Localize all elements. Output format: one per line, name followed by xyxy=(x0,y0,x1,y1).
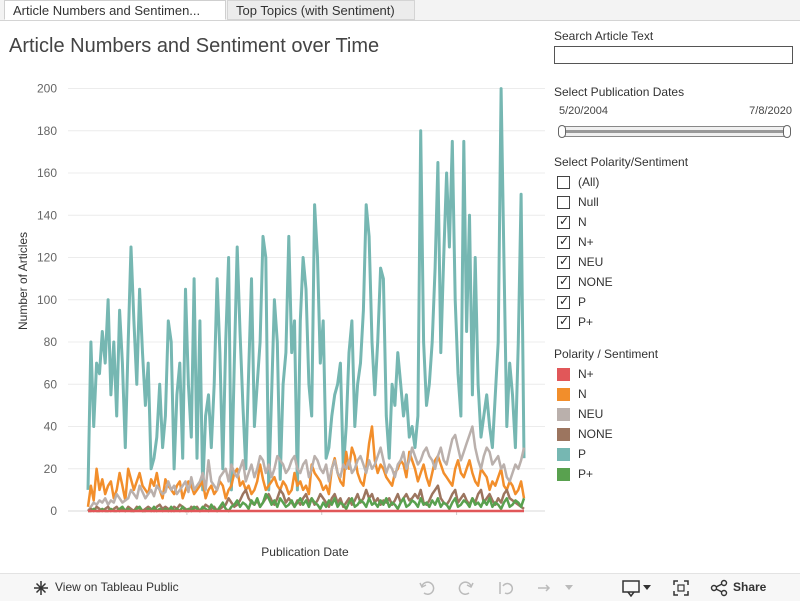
legend-swatch xyxy=(557,407,570,421)
checkbox[interactable] xyxy=(557,254,570,269)
polarity-option-n[interactable]: N+ xyxy=(557,233,594,251)
x-axis-title: Publication Date xyxy=(261,545,349,559)
legend-swatch xyxy=(557,387,570,401)
checkbox-label: N xyxy=(578,215,587,229)
y-axis-title: Number of Articles xyxy=(16,231,30,330)
download-chevron-icon[interactable] xyxy=(642,584,652,592)
search-input[interactable] xyxy=(554,46,793,64)
y-tick-label: 80 xyxy=(44,335,58,349)
legend-label: NONE xyxy=(578,427,613,441)
checkbox[interactable] xyxy=(557,274,570,289)
y-tick-label: 180 xyxy=(37,124,57,138)
series-line-p[interactable] xyxy=(86,87,526,492)
y-tick-label: 160 xyxy=(37,166,57,180)
redo-icon[interactable] xyxy=(457,579,475,597)
legend-item[interactable]: N xyxy=(557,385,587,403)
undo-icon[interactable] xyxy=(418,579,436,597)
checkbox[interactable] xyxy=(557,314,570,329)
checkbox-label: P+ xyxy=(578,315,594,329)
legend-swatch xyxy=(557,467,570,481)
y-tick-label: 60 xyxy=(44,377,58,391)
checkbox-label: (All) xyxy=(578,175,600,189)
polarity-option-null[interactable]: Null xyxy=(557,193,599,211)
revert-icon[interactable] xyxy=(497,579,515,597)
fullscreen-icon[interactable] xyxy=(672,579,690,597)
checkbox-label: NEU xyxy=(578,255,604,269)
polarity-option-all[interactable]: (All) xyxy=(557,173,599,191)
checkbox[interactable] xyxy=(557,234,570,249)
legend-label: N+ xyxy=(578,367,594,381)
legend-item[interactable]: N+ xyxy=(557,365,594,383)
slider-handle-start[interactable] xyxy=(558,125,566,138)
y-tick-label: 200 xyxy=(37,82,57,96)
y-tick-label: 40 xyxy=(44,420,58,434)
search-label: Search Article Text xyxy=(554,29,654,43)
checkbox-label: NONE xyxy=(578,275,613,289)
tab-article-numbers[interactable]: Article Numbers and Sentimen... xyxy=(4,0,226,20)
checkbox-label: N+ xyxy=(578,235,594,249)
y-tick-label: 0 xyxy=(50,504,57,518)
legend-label: P+ xyxy=(578,467,594,481)
polarity-option-none[interactable]: NONE xyxy=(557,273,613,291)
chevron-down-icon[interactable] xyxy=(564,584,574,592)
legend-label: P xyxy=(578,447,587,461)
y-tick-label: 120 xyxy=(37,251,57,265)
polarity-option-n[interactable]: N xyxy=(557,213,587,231)
legend-label: N xyxy=(578,387,587,401)
line-chart[interactable]: 020406080100120140160180200200820132018 xyxy=(0,70,550,520)
legend-item[interactable]: NONE xyxy=(557,425,613,443)
tab-bar: Article Numbers and Sentimen... Top Topi… xyxy=(0,0,800,21)
tab-top-topics[interactable]: Top Topics (with Sentiment) xyxy=(227,0,415,20)
footer-toolbar: View on Tableau Public Share xyxy=(0,573,800,601)
refresh-icon[interactable] xyxy=(535,579,553,597)
legend-item[interactable]: P xyxy=(557,445,586,463)
checkbox-label: Null xyxy=(578,195,599,209)
polarity-filter-label: Select Polarity/Sentiment xyxy=(554,155,689,169)
tableau-logo-icon xyxy=(34,581,48,595)
polarity-option-p[interactable]: P+ xyxy=(557,313,593,331)
share-button[interactable]: Share xyxy=(733,580,767,594)
series-line-neu[interactable] xyxy=(86,425,526,512)
y-tick-label: 20 xyxy=(44,462,58,476)
polarity-option-neu[interactable]: NEU xyxy=(557,253,603,271)
slider-handle-end[interactable] xyxy=(783,125,791,138)
checkbox[interactable] xyxy=(557,214,570,229)
y-tick-label: 100 xyxy=(37,293,57,307)
legend-swatch xyxy=(557,427,570,441)
legend-swatch xyxy=(557,367,570,381)
series-line-none[interactable] xyxy=(87,484,525,513)
legend-title: Polarity / Sentiment xyxy=(554,347,659,361)
download-icon[interactable] xyxy=(621,579,641,597)
polarity-option-p[interactable]: P xyxy=(557,293,586,311)
series-line-p-plus[interactable] xyxy=(88,492,526,513)
legend-label: NEU xyxy=(578,407,604,421)
date-range-slider[interactable] xyxy=(558,125,791,138)
y-tick-label: 140 xyxy=(37,208,57,222)
page-title: Article Numbers and Sentiment over Time xyxy=(9,35,380,57)
view-on-tableau-link[interactable]: View on Tableau Public xyxy=(55,580,179,594)
legend-item[interactable]: NEU xyxy=(557,405,603,423)
checkbox-label: P xyxy=(578,295,587,309)
date-end-value: 7/8/2020 xyxy=(749,105,792,117)
checkbox[interactable] xyxy=(557,175,570,189)
slider-range-fill xyxy=(564,130,785,133)
date-filter-label: Select Publication Dates xyxy=(554,85,685,99)
share-icon[interactable] xyxy=(710,579,728,597)
date-start-value: 5/20/2004 xyxy=(559,105,608,117)
legend-swatch xyxy=(557,447,570,461)
checkbox[interactable] xyxy=(557,195,570,209)
checkbox[interactable] xyxy=(557,294,570,309)
legend-item[interactable]: P+ xyxy=(557,465,593,483)
